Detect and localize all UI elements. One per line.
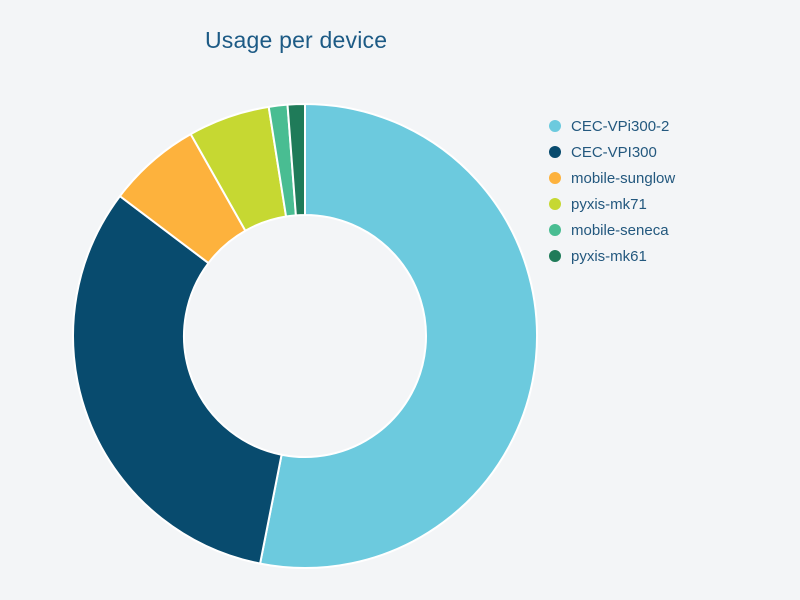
chart-title: Usage per device [205, 27, 388, 53]
legend-item-CEC-VPI300[interactable]: CEC-VPI300 [549, 139, 675, 165]
legend-item-label: pyxis-mk71 [571, 195, 647, 213]
legend-item-CEC-VPi300-2[interactable]: CEC-VPi300-2 [549, 113, 675, 139]
donut-slice-CEC-VPI300[interactable] [72, 195, 283, 565]
legend: CEC-VPi300-2 CEC-VPI300 mobile-sunglow pyxi… [549, 113, 675, 269]
donut-slice-pyxis-mk61[interactable] [286, 103, 306, 217]
legend-item-mobile-seneca[interactable]: mobile-seneca [549, 217, 675, 243]
donut-slice-CEC-VPi300-2[interactable] [259, 103, 538, 569]
legend-item-mobile-sunglow[interactable]: mobile-sunglow [549, 165, 675, 191]
legend-swatch-icon [549, 146, 561, 158]
legend-item-label: CEC-VPI300 [571, 143, 657, 161]
legend-swatch-icon [549, 250, 561, 262]
legend-item-label: CEC-VPi300-2 [571, 117, 670, 135]
legend-item-label: pyxis-mk61 [571, 247, 647, 265]
legend-item-label: mobile-sunglow [571, 169, 676, 187]
legend-swatch-icon [549, 120, 561, 132]
legend-item-pyxis-mk61[interactable]: pyxis-mk61 [549, 243, 675, 269]
legend-swatch-icon [549, 224, 561, 236]
legend-item-label: mobile-seneca [571, 221, 669, 239]
legend-swatch-icon [549, 198, 561, 210]
legend-item-pyxis-mk71[interactable]: pyxis-mk71 [549, 191, 675, 217]
legend-swatch-icon [549, 172, 561, 184]
